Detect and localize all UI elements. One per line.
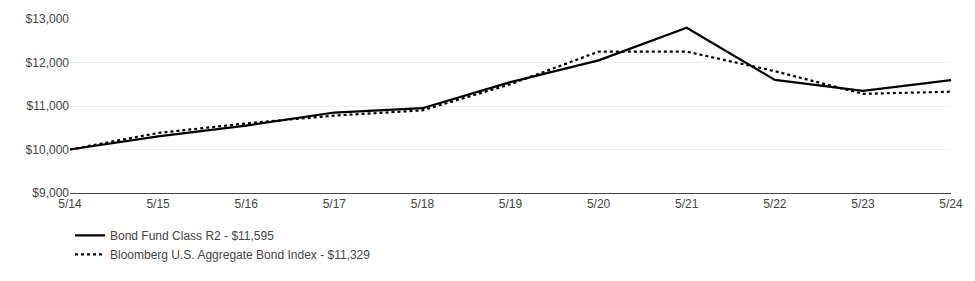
svg-text:5/17: 5/17 [323, 197, 347, 211]
svg-text:5/20: 5/20 [587, 197, 611, 211]
svg-text:$9,000: $9,000 [32, 186, 69, 200]
svg-text:5/24: 5/24 [939, 197, 963, 211]
svg-text:5/19: 5/19 [499, 197, 523, 211]
svg-text:$12,000: $12,000 [26, 56, 70, 70]
svg-text:Bond Fund Class R2 - $11,595: Bond Fund Class R2 - $11,595 [110, 229, 274, 243]
svg-text:5/18: 5/18 [411, 197, 435, 211]
svg-text:$10,000: $10,000 [26, 143, 70, 157]
svg-text:Bloomberg U.S. Aggregate Bond: Bloomberg U.S. Aggregate Bond Index - $1… [110, 248, 370, 262]
svg-text:5/15: 5/15 [146, 197, 170, 211]
svg-text:$11,000: $11,000 [27, 99, 70, 113]
svg-text:5/21: 5/21 [675, 197, 699, 211]
svg-text:$13,000: $13,000 [26, 12, 70, 26]
svg-text:5/16: 5/16 [235, 197, 259, 211]
svg-text:5/22: 5/22 [763, 197, 787, 211]
svg-text:5/14: 5/14 [58, 197, 82, 211]
svg-text:5/23: 5/23 [851, 197, 875, 211]
